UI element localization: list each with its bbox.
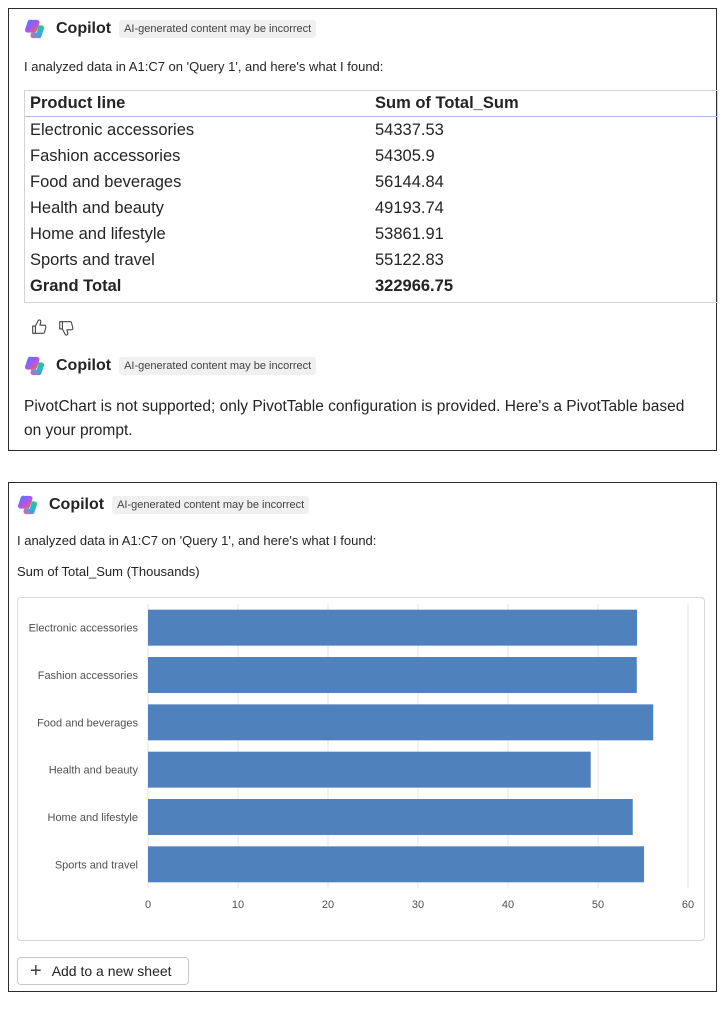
chart-bar bbox=[148, 846, 645, 883]
chart-bar bbox=[148, 751, 591, 788]
category-label: Fashion accessories bbox=[38, 670, 139, 682]
copilot-header: Copilot AI-generated content may be inco… bbox=[24, 18, 317, 40]
copilot-logo-icon bbox=[24, 19, 45, 39]
cell-sum: 55122.83 bbox=[375, 250, 444, 269]
chart-bar bbox=[148, 657, 637, 693]
copilot-logo-icon bbox=[24, 356, 45, 376]
category-label: Health and beauty bbox=[49, 765, 139, 777]
pivotchart-message: PivotChart is not supported; only PivotT… bbox=[24, 398, 685, 439]
ai-disclaimer-badge: AI-generated content may be incorrect bbox=[112, 496, 310, 514]
table-header-row: Product line Sum of Total_Sum bbox=[24, 90, 718, 117]
category-label: Sports and travel bbox=[55, 859, 138, 871]
cell-sum: 56144.84 bbox=[375, 172, 444, 191]
ai-disclaimer-badge: AI-generated content may be incorrect bbox=[119, 20, 317, 38]
copilot-header-2: Copilot AI-generated content may be inco… bbox=[24, 355, 317, 377]
chart-category-labels: Electronic accessories Fashion accessorie… bbox=[29, 623, 139, 872]
cell-sum: 49193.74 bbox=[375, 198, 444, 217]
cell-product-line: Sports and travel bbox=[30, 250, 155, 269]
x-tick-label: 60 bbox=[682, 899, 694, 911]
copilot-response-panel-chart: Copilot AI-generated content may be inco… bbox=[8, 482, 717, 992]
copilot-header: Copilot AI-generated content may be inco… bbox=[17, 494, 310, 516]
analysis-intro-text: I analyzed data in A1:C7 on 'Query 1', a… bbox=[24, 59, 384, 74]
x-tick-label: 40 bbox=[502, 899, 514, 911]
cell-product-line: Health and beauty bbox=[30, 198, 164, 217]
copilot-response-panel-table: Copilot AI-generated content may be inco… bbox=[8, 8, 718, 451]
table-row: Fashion accessories 54305.9 bbox=[24, 143, 718, 169]
chart-title: Sum of Total_Sum (Thousands) bbox=[17, 564, 200, 579]
add-to-new-sheet-button[interactable]: + Add to a new sheet bbox=[17, 957, 189, 985]
cell-sum: 54305.9 bbox=[375, 146, 435, 165]
column-header-sum: Sum of Total_Sum bbox=[369, 90, 718, 117]
cell-product-line: Food and beverages bbox=[30, 172, 182, 191]
x-tick-label: 0 bbox=[145, 899, 151, 911]
table-row: Electronic accessories 54337.53 bbox=[24, 117, 718, 144]
cell-product-line: Fashion accessories bbox=[30, 146, 181, 165]
x-tick-label: 10 bbox=[232, 899, 244, 911]
x-tick-label: 20 bbox=[322, 899, 334, 911]
chart-bar bbox=[148, 704, 654, 741]
category-label: Food and beverages bbox=[37, 717, 138, 729]
pivot-table: Product line Sum of Total_Sum Electronic… bbox=[24, 90, 718, 299]
cell-grand-total-label: Grand Total bbox=[30, 276, 122, 295]
ai-disclaimer-badge: AI-generated content may be incorrect bbox=[119, 357, 317, 375]
chart-bar bbox=[148, 799, 633, 835]
category-label: Home and lifestyle bbox=[48, 812, 139, 824]
chart-bar bbox=[148, 609, 638, 646]
assistant-name: Copilot bbox=[56, 357, 112, 374]
table-row: Food and beverages 56144.84 bbox=[24, 169, 718, 195]
cell-sum: 53861.91 bbox=[375, 224, 444, 243]
copilot-logo-icon bbox=[17, 495, 38, 515]
thumbs-up-icon[interactable] bbox=[30, 318, 48, 336]
cell-grand-total-value: 322966.75 bbox=[375, 276, 453, 295]
assistant-name: Copilot bbox=[56, 20, 112, 37]
chart-container: Electronic accessories Fashion accessorie… bbox=[17, 597, 705, 941]
grand-total-row: Grand Total 322966.75 bbox=[24, 273, 718, 299]
assistant-name: Copilot bbox=[49, 496, 105, 513]
x-tick-label: 50 bbox=[592, 899, 604, 911]
bar-chart: Electronic accessories Fashion accessorie… bbox=[29, 604, 694, 911]
plus-icon: + bbox=[30, 960, 42, 982]
table-row: Sports and travel 55122.83 bbox=[24, 247, 718, 273]
x-tick-label: 30 bbox=[412, 899, 424, 911]
chart-x-tick-labels: 0 10 20 30 40 50 60 bbox=[145, 899, 694, 911]
column-header-product-line: Product line bbox=[24, 90, 369, 117]
category-label: Electronic accessories bbox=[29, 623, 139, 635]
cell-sum: 54337.53 bbox=[375, 120, 444, 139]
chart-bars bbox=[148, 609, 654, 883]
thumbs-down-icon[interactable] bbox=[57, 319, 75, 337]
chart-gridlines bbox=[147, 604, 689, 888]
cell-product-line: Electronic accessories bbox=[30, 120, 195, 139]
table-row: Home and lifestyle 53861.91 bbox=[24, 221, 718, 247]
cell-product-line: Home and lifestyle bbox=[30, 224, 166, 243]
add-to-new-sheet-label: Add to a new sheet bbox=[51, 963, 172, 979]
analysis-intro-text: I analyzed data in A1:C7 on 'Query 1', a… bbox=[17, 533, 377, 548]
table-row: Health and beauty 49193.74 bbox=[24, 195, 718, 221]
